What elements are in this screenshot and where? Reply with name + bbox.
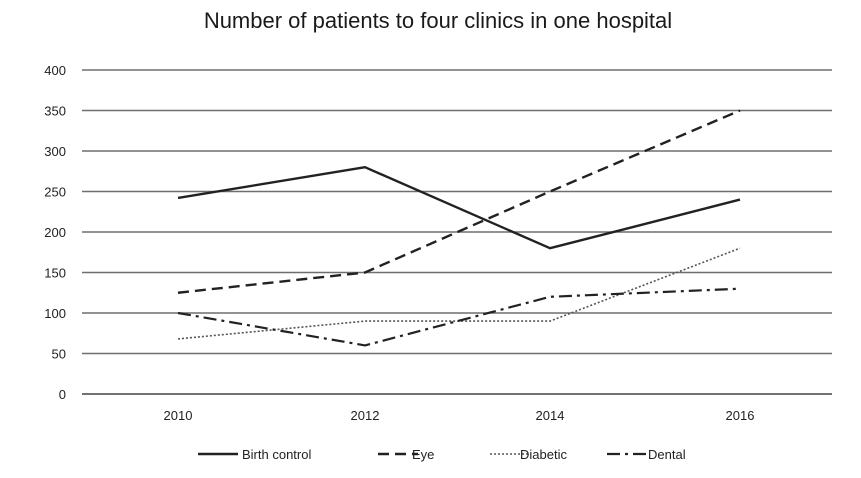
y-tick-label: 100 [44,306,66,321]
y-tick-label: 300 [44,144,66,159]
series-line-diabetic [177,247,741,340]
legend-label: Diabetic [520,447,567,462]
legend-label: Eye [412,447,434,462]
y-tick-label: 400 [44,63,66,78]
y-axis-ticks: 0 50 100 150 200 250 300 350 400 [44,63,66,402]
legend-label: Dental [648,447,686,462]
y-tick-label: 250 [44,185,66,200]
x-axis-ticks: 2010 2012 2014 2016 [164,408,755,423]
series-line-eye [177,109,741,294]
x-tick-label: 2012 [351,408,380,423]
x-tick-label: 2016 [726,408,755,423]
y-tick-label: 350 [44,104,66,119]
series-line-dental [177,287,741,347]
y-tick-label: 200 [44,225,66,240]
gridlines [82,69,832,395]
series-lines [177,109,741,347]
series-line-birth-control [177,165,741,250]
y-tick-label: 0 [59,387,66,402]
x-tick-label: 2010 [164,408,193,423]
legend: Birth control Eye Diabetic Dental [198,447,686,462]
legend-label: Birth control [242,447,311,462]
chart-title: Number of patients to four clinics in on… [204,8,672,33]
y-tick-label: 50 [52,347,66,362]
x-tick-label: 2014 [536,408,565,423]
y-tick-label: 150 [44,266,66,281]
